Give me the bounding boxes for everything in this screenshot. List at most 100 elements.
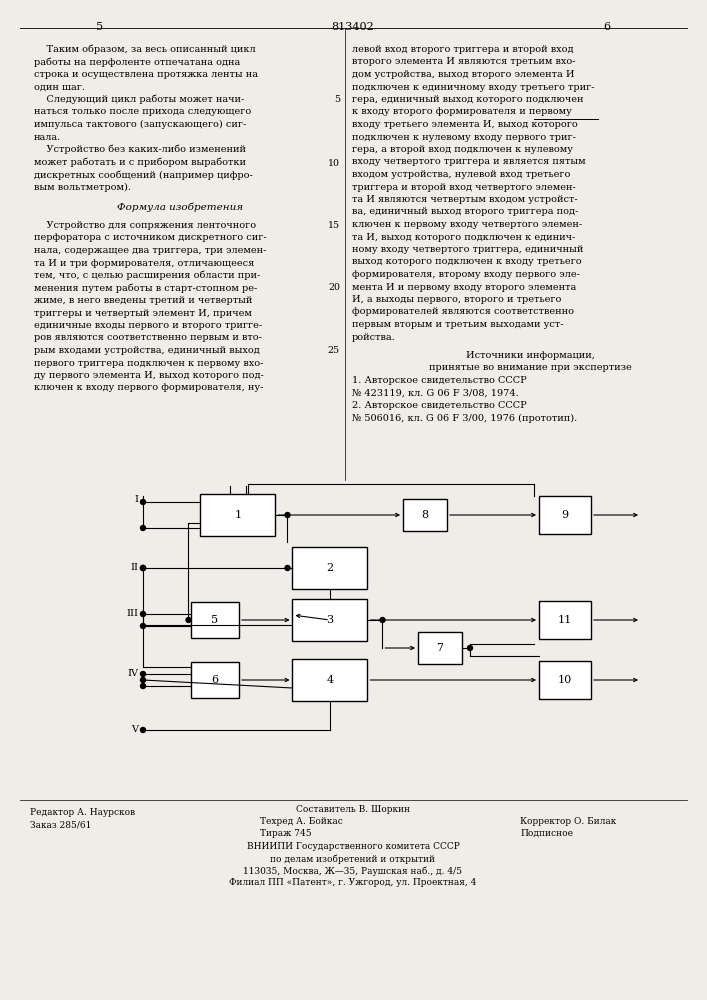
Circle shape	[141, 672, 146, 676]
Text: № 506016, кл. G 06 F 3/00, 1976 (прототип).: № 506016, кл. G 06 F 3/00, 1976 (прототи…	[352, 414, 577, 423]
Text: 6: 6	[604, 22, 611, 32]
Bar	[539, 661, 591, 699]
Circle shape	[141, 566, 146, 570]
Text: гера, единичный выход которого подключен: гера, единичный выход которого подключен	[352, 95, 583, 104]
Text: 8: 8	[421, 510, 428, 520]
Bar	[403, 499, 447, 531]
Text: 25: 25	[328, 346, 340, 355]
Text: менения путем работы в старт-стопном ре-: менения путем работы в старт-стопном ре-	[34, 284, 257, 293]
Text: 11: 11	[558, 615, 572, 625]
Text: 113035, Москва, Ж—35, Раушская наб., д. 4/5: 113035, Москва, Ж—35, Раушская наб., д. …	[243, 866, 462, 876]
Text: подключен к нулевому входу первого триг-: подключен к нулевому входу первого триг-	[352, 132, 576, 141]
Text: левой вход второго триггера и второй вход: левой вход второго триггера и второй вхо…	[352, 45, 573, 54]
Text: ному входу четвертого триггера, единичный: ному входу четвертого триггера, единичны…	[352, 245, 583, 254]
Text: ройства.: ройства.	[352, 332, 396, 342]
Text: ключен к первому входу четвертого элемен-: ключен к первому входу четвертого элемен…	[352, 220, 582, 229]
Text: первым вторым и третьим выходами уст-: первым вторым и третьим выходами уст-	[352, 320, 563, 329]
Text: 10: 10	[328, 159, 340, 168]
Text: Устройство для сопряжения ленточного: Устройство для сопряжения ленточного	[34, 221, 256, 230]
Text: входом устройства, нулевой вход третьего: входом устройства, нулевой вход третьего	[352, 170, 571, 179]
Text: наться только после прихода следующего: наться только после прихода следующего	[34, 107, 251, 116]
Text: III: III	[126, 609, 138, 618]
Text: формирователей являются соответственно: формирователей являются соответственно	[352, 308, 574, 316]
Text: входу третьего элемента И, выход которого: входу третьего элемента И, выход которог…	[352, 120, 578, 129]
Text: V: V	[131, 726, 138, 734]
Text: та И и три формирователя, отличающееся: та И и три формирователя, отличающееся	[34, 258, 255, 267]
Text: входу четвертого триггера и является пятым: входу четвертого триггера и является пят…	[352, 157, 585, 166]
Circle shape	[141, 566, 146, 570]
Text: 10: 10	[558, 675, 572, 685]
Text: Формула изобретения: Формула изобретения	[117, 203, 243, 213]
Text: строка и осуществлена протяжка ленты на: строка и осуществлена протяжка ленты на	[34, 70, 258, 79]
Circle shape	[141, 566, 146, 570]
Text: гера, а второй вход подключен к нулевому: гера, а второй вход подключен к нулевому	[352, 145, 573, 154]
Bar	[293, 599, 368, 641]
Text: единичные входы первого и второго тригге-: единичные входы первого и второго тригге…	[34, 321, 262, 330]
Text: Филиал ПП «Патент», г. Ужгород, ул. Проектная, 4: Филиал ПП «Патент», г. Ужгород, ул. Прое…	[229, 878, 477, 887]
Text: Источники информации,: Источники информации,	[466, 351, 595, 360]
Text: 3: 3	[327, 615, 334, 625]
Text: второго элемента И являются третьим вхо-: второго элемента И являются третьим вхо-	[352, 57, 575, 66]
Bar	[539, 496, 591, 534]
Text: Следующий цикл работы может начи-: Следующий цикл работы может начи-	[34, 95, 244, 104]
Text: Тираж 745: Тираж 745	[260, 829, 312, 838]
Text: 5: 5	[334, 95, 340, 104]
Text: Редактор А. Наурсков: Редактор А. Наурсков	[30, 808, 135, 817]
Text: Составитель В. Шоркин: Составитель В. Шоркин	[296, 805, 410, 814]
Text: та И, выход которого подключен к единич-: та И, выход которого подключен к единич-	[352, 232, 575, 241]
Circle shape	[141, 728, 146, 732]
Text: вым вольтметром).: вым вольтметром).	[34, 182, 131, 192]
Text: тем, что, с целью расширения области при-: тем, что, с целью расширения области при…	[34, 271, 260, 280]
Text: ду первого элемента И, выход которого под-: ду первого элемента И, выход которого по…	[34, 371, 264, 380]
Text: 1. Авторское свидетельство СССР: 1. Авторское свидетельство СССР	[352, 376, 527, 385]
Text: к входу второго формирователя и первому: к входу второго формирователя и первому	[352, 107, 572, 116]
Text: И, а выходы первого, второго и третьего: И, а выходы первого, второго и третьего	[352, 295, 561, 304]
Text: № 423119, кл. G 06 F 3/08, 1974.: № 423119, кл. G 06 F 3/08, 1974.	[352, 388, 519, 397]
Bar	[539, 601, 591, 639]
Bar	[191, 662, 239, 698]
Text: 813402: 813402	[332, 22, 375, 32]
Text: первого триггера подключен к первому вхо-: первого триггера подключен к первому вхо…	[34, 359, 264, 367]
Circle shape	[285, 566, 290, 570]
Text: 5: 5	[211, 615, 218, 625]
Text: Подписное: Подписное	[520, 829, 573, 838]
Text: I: I	[134, 495, 138, 504]
Text: нала.: нала.	[34, 132, 62, 141]
Bar	[418, 632, 462, 664]
Text: ВНИИПИ Государственного комитета СССР: ВНИИПИ Государственного комитета СССР	[247, 842, 460, 851]
Text: II: II	[130, 564, 138, 572]
Text: 7: 7	[436, 643, 443, 653]
Text: IV: IV	[127, 670, 138, 678]
Text: Заказ 285/61: Заказ 285/61	[30, 820, 91, 829]
Bar	[191, 602, 239, 638]
Circle shape	[285, 512, 290, 518]
Text: 15: 15	[328, 221, 340, 230]
Text: 6: 6	[211, 675, 218, 685]
Text: по делам изобретений и открытий: по делам изобретений и открытий	[271, 854, 436, 863]
Text: может работать и с прибором выработки: может работать и с прибором выработки	[34, 157, 246, 167]
Circle shape	[186, 617, 191, 622]
Circle shape	[141, 611, 146, 616]
Bar	[201, 494, 276, 536]
Text: 5: 5	[96, 22, 103, 32]
Text: ключен к входу первого формирователя, ну-: ключен к входу первого формирователя, ну…	[34, 383, 264, 392]
Text: ва, единичный выход второго триггера под-: ва, единичный выход второго триггера под…	[352, 208, 578, 217]
Circle shape	[141, 678, 146, 682]
Text: Корректор О. Билак: Корректор О. Билак	[520, 817, 617, 826]
Text: триггера и второй вход четвертого элемен-: триггера и второй вход четвертого элемен…	[352, 182, 575, 192]
Circle shape	[141, 499, 146, 504]
Text: 20: 20	[328, 284, 340, 292]
Text: 2. Авторское свидетельство СССР: 2. Авторское свидетельство СССР	[352, 401, 527, 410]
Text: та И являются четвертым входом устройст-: та И являются четвертым входом устройст-	[352, 195, 578, 204]
Text: нала, содержащее два триггера, три элемен-: нала, содержащее два триггера, три элеме…	[34, 246, 267, 255]
Text: принятые во внимание при экспертизе: принятые во внимание при экспертизе	[428, 363, 631, 372]
Text: Устройство без каких-либо изменений: Устройство без каких-либо изменений	[34, 145, 246, 154]
Text: формирователя, второму входу первого эле-: формирователя, второму входу первого эле…	[352, 270, 580, 279]
Circle shape	[467, 646, 472, 650]
Circle shape	[380, 617, 385, 622]
Text: 2: 2	[327, 563, 334, 573]
Text: Техред А. Бойкас: Техред А. Бойкас	[260, 817, 343, 826]
Text: работы на перфоленте отпечатана одна: работы на перфоленте отпечатана одна	[34, 57, 240, 67]
Bar	[293, 547, 368, 589]
Text: Таким образом, за весь описанный цикл: Таким образом, за весь описанный цикл	[34, 45, 256, 54]
